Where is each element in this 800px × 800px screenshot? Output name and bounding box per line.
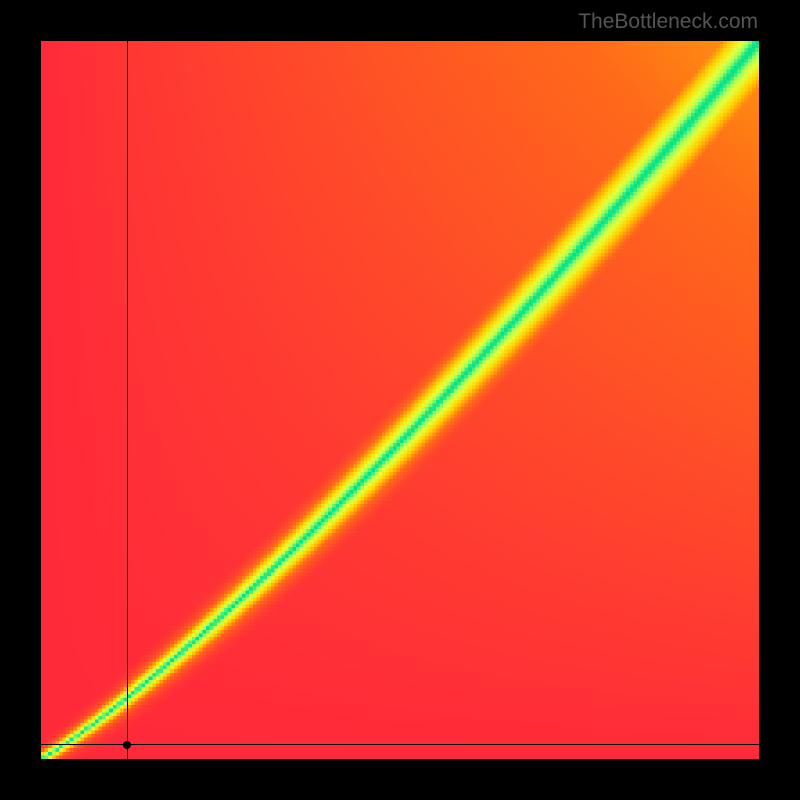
- crosshair-horizontal: [41, 744, 759, 745]
- bottleneck-heatmap: [41, 41, 759, 759]
- crosshair-marker: [123, 741, 131, 749]
- chart-frame: [41, 41, 759, 759]
- watermark-text: TheBottleneck.com: [578, 10, 758, 34]
- crosshair-vertical: [127, 41, 128, 759]
